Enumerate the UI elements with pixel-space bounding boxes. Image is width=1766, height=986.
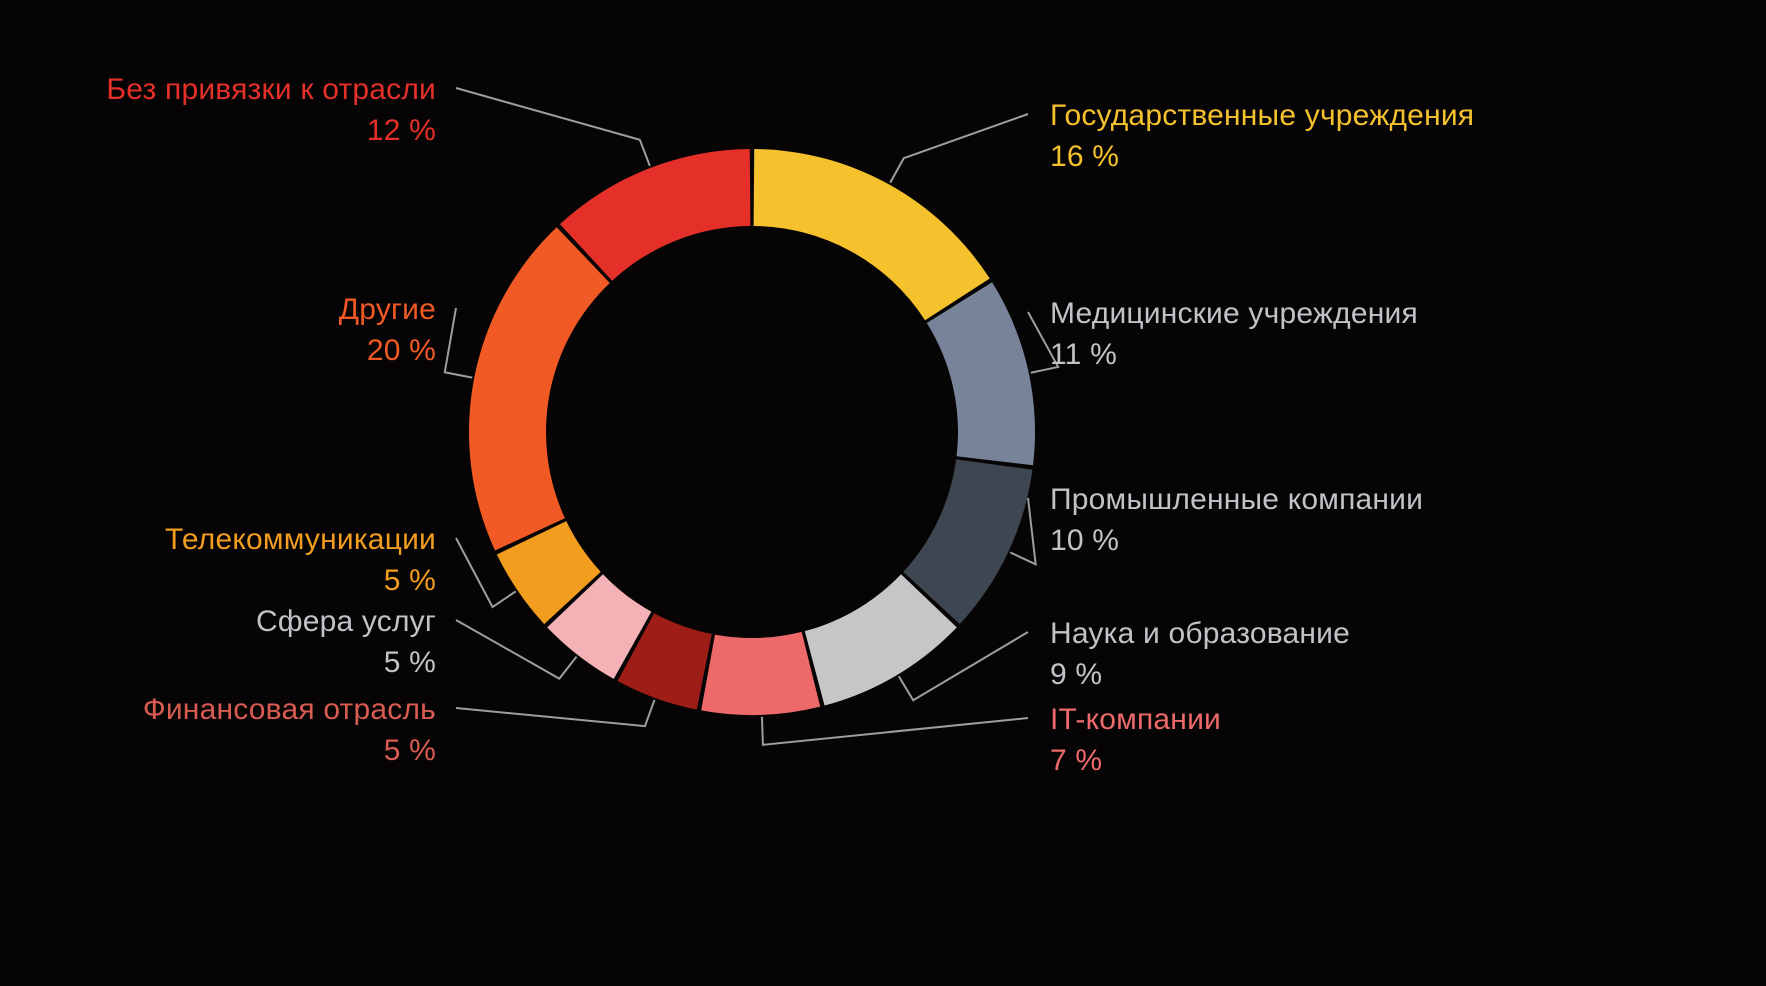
slice-label: Наука и образование 9 % [1050, 614, 1350, 695]
slice-label-pct: 5 % [165, 561, 436, 602]
slice-label: Промышленные компании 10 % [1050, 480, 1423, 561]
slice-label: Сфера услуг 5 % [256, 602, 436, 683]
slice-label-text: Государственные учреждения [1050, 99, 1474, 132]
slice-label: IT-компании 7 % [1050, 700, 1221, 781]
slice-label-text: IT-компании [1050, 703, 1221, 736]
slice-label: Без привязки к отрасли 12 % [106, 70, 436, 151]
donut-chart: Государственные учреждения 16 % Медицински… [0, 0, 1766, 986]
leader-line [456, 88, 650, 166]
slice-label-pct: 9 % [1050, 655, 1350, 696]
slice-label-text: Другие [339, 293, 436, 326]
slice-label-text: Телекоммуникации [165, 523, 436, 556]
slice-label: Медицинские учреждения 11 % [1050, 294, 1418, 375]
slice-label-pct: 5 % [256, 643, 436, 684]
leader-line [890, 114, 1028, 183]
slice-label-text: Без привязки к отрасли [106, 73, 436, 106]
slice-label: Государственные учреждения 16 % [1050, 96, 1474, 177]
slice-label-text: Медицинские учреждения [1050, 297, 1418, 330]
slice-label-pct: 7 % [1050, 741, 1221, 782]
slice-label: Другие 20 % [339, 290, 436, 371]
slice-label-text: Сфера услуг [256, 605, 436, 638]
donut-slice [701, 632, 820, 715]
slice-label-text: Промышленные компании [1050, 483, 1423, 516]
slice-label-text: Наука и образование [1050, 617, 1350, 650]
slice-label-pct: 16 % [1050, 137, 1474, 178]
slice-label-pct: 12 % [106, 111, 436, 152]
slice-label-pct: 5 % [143, 731, 436, 772]
slice-label-pct: 10 % [1050, 521, 1423, 562]
leader-line [456, 700, 655, 726]
slice-label: Финансовая отрасль 5 % [143, 690, 436, 771]
leader-line [445, 308, 472, 378]
slice-label-text: Финансовая отрасль [143, 693, 436, 726]
slice-label-pct: 20 % [339, 331, 436, 372]
leader-line [762, 717, 1028, 745]
slice-label-pct: 11 % [1050, 335, 1418, 376]
slice-label: Телекоммуникации 5 % [165, 520, 436, 601]
